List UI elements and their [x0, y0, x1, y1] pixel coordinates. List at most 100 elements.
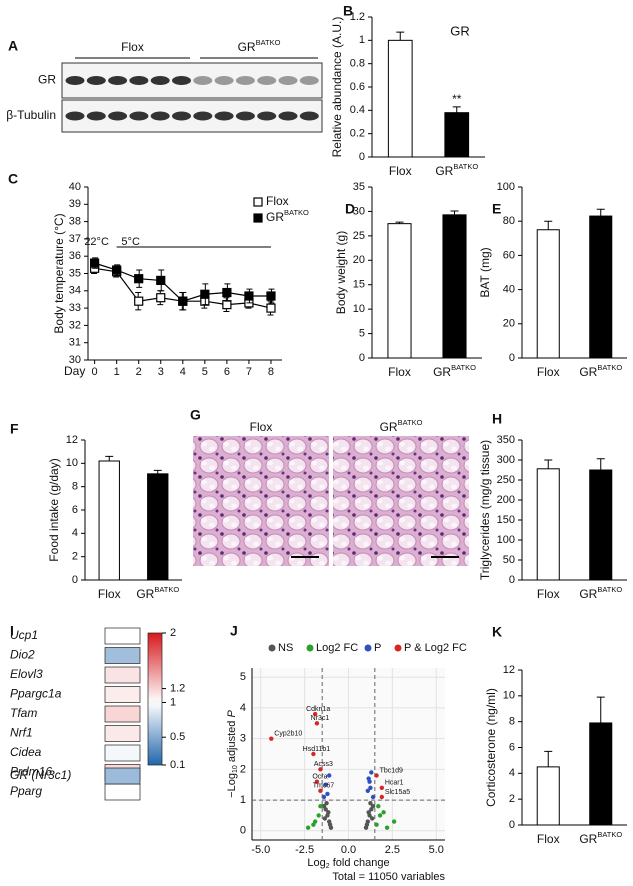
blot-band — [86, 111, 106, 121]
x-tick-label: 0.0 — [341, 844, 356, 856]
y-tick-label: 100 — [497, 534, 515, 546]
x-tick-label: Flox — [537, 832, 560, 846]
y-tick-label: 0 — [359, 352, 365, 364]
gene-label: GR (Nr3c1) — [10, 768, 71, 782]
marker — [156, 293, 166, 303]
y-axis-label-part: adjusted — [226, 718, 238, 766]
chart-title: GR — [450, 23, 470, 38]
legend-label: Flox — [266, 194, 289, 208]
x-tick-label: 0 — [92, 366, 98, 378]
x-axis-label: Day — [64, 364, 85, 378]
point — [312, 819, 318, 824]
error-bar — [596, 208, 605, 217]
y-tick-label: 1 — [359, 34, 365, 46]
y-tick-label: 20 — [353, 254, 365, 266]
x-tick-label-main: GR — [579, 587, 597, 601]
x-tick-label-sup: BATKO — [597, 585, 622, 594]
marker — [222, 287, 232, 298]
y-axis-label: Body weight (g) — [334, 231, 348, 314]
significance-label: ** — [452, 92, 462, 106]
x-tick-label: 6 — [224, 366, 230, 378]
blot-band — [86, 76, 106, 85]
y-tick-label: 6 — [509, 741, 515, 753]
y-tick-label: 37 — [69, 233, 81, 245]
panel-label: K — [492, 624, 502, 640]
bar — [147, 473, 169, 581]
blot-band — [65, 76, 85, 85]
point — [326, 810, 331, 815]
x-tick-label: 3 — [158, 366, 164, 378]
error-bar — [544, 220, 553, 230]
y-axis-label: Corticosterone (ng/ml) — [484, 688, 498, 807]
y-tick-label: 0.2 — [350, 128, 365, 140]
blot-group-label-main: GR — [238, 40, 256, 54]
y-tick-label: 350 — [497, 434, 515, 446]
panel-label: D — [345, 201, 355, 217]
point-label: Ocra — [312, 773, 327, 780]
x-tick-label-main: Flox — [537, 832, 560, 846]
point-label: Nr3c1 — [311, 715, 330, 722]
x-axis-label: Log2 fold change — [307, 857, 389, 870]
error-bar — [596, 696, 605, 723]
point — [370, 794, 376, 800]
blot-band — [150, 111, 170, 121]
point — [369, 770, 374, 775]
bar — [589, 469, 613, 581]
legend-marker — [253, 197, 263, 207]
x-tick-label: GRBATKO — [433, 363, 476, 379]
point — [269, 736, 274, 741]
panel-label: C — [8, 171, 18, 187]
point — [379, 794, 385, 800]
x-axis-label-part: Log — [307, 857, 325, 869]
error-bar — [105, 455, 114, 461]
y-axis-label-part: P — [226, 710, 238, 718]
blot-band — [235, 111, 255, 121]
y-tick-label: 0.6 — [350, 81, 365, 93]
blot-group-label-sup: BATKO — [256, 38, 281, 47]
x-tick-label: Flox — [98, 587, 121, 601]
legend-marker — [253, 213, 263, 223]
y-tick-label: 300 — [497, 454, 515, 466]
y-tick-label: 31 — [69, 337, 81, 349]
histology-image — [333, 436, 469, 566]
y-tick-label: 40 — [69, 181, 81, 193]
point — [377, 813, 383, 818]
point — [321, 804, 327, 809]
y-tick-label: 60 — [503, 249, 515, 261]
histology-label-main: GR — [380, 420, 398, 434]
heat-cell — [104, 767, 141, 785]
x-tick-label: -5.0 — [251, 844, 270, 856]
y-axis-label-part: 10 — [232, 765, 239, 773]
y-tick-label: 10 — [353, 303, 365, 315]
y-tick-label: 0 — [240, 825, 246, 837]
y-tick-label: 150 — [497, 514, 515, 526]
x-tick-label-main: Flox — [389, 164, 412, 178]
y-tick-label: 1 — [240, 794, 246, 806]
bar — [444, 112, 470, 158]
colorbar-tick-label: 1 — [170, 696, 176, 708]
y-tick-label: 38 — [69, 216, 81, 228]
point — [314, 779, 320, 784]
x-tick-label-main: Flox — [98, 587, 121, 601]
point-label: Acss3 — [314, 761, 333, 768]
legend-label: Log2 FC — [316, 642, 358, 654]
y-tick-label: 0 — [509, 819, 515, 831]
blot-group-label: GRBATKO — [238, 38, 281, 54]
y-tick-label: 1.2 — [350, 11, 365, 23]
y-tick-label: 4 — [240, 702, 246, 714]
y-tick-label: 0 — [72, 574, 78, 586]
blot-band — [150, 76, 170, 85]
heat-cell — [104, 627, 141, 645]
marker — [90, 258, 100, 268]
y-tick-label: 2 — [509, 793, 515, 805]
point — [376, 804, 381, 809]
point — [368, 785, 373, 790]
histology-label: GRBATKO — [380, 418, 423, 434]
blot-group-label-main: Flox — [121, 40, 144, 54]
x-tick-label: 1 — [114, 366, 120, 378]
x-tick-label-main: GR — [433, 365, 451, 379]
point — [364, 822, 370, 827]
annotation: 5°C — [121, 236, 140, 248]
x-tick-label-sup: BATKO — [451, 363, 476, 372]
annotation: 22°C — [84, 236, 109, 248]
